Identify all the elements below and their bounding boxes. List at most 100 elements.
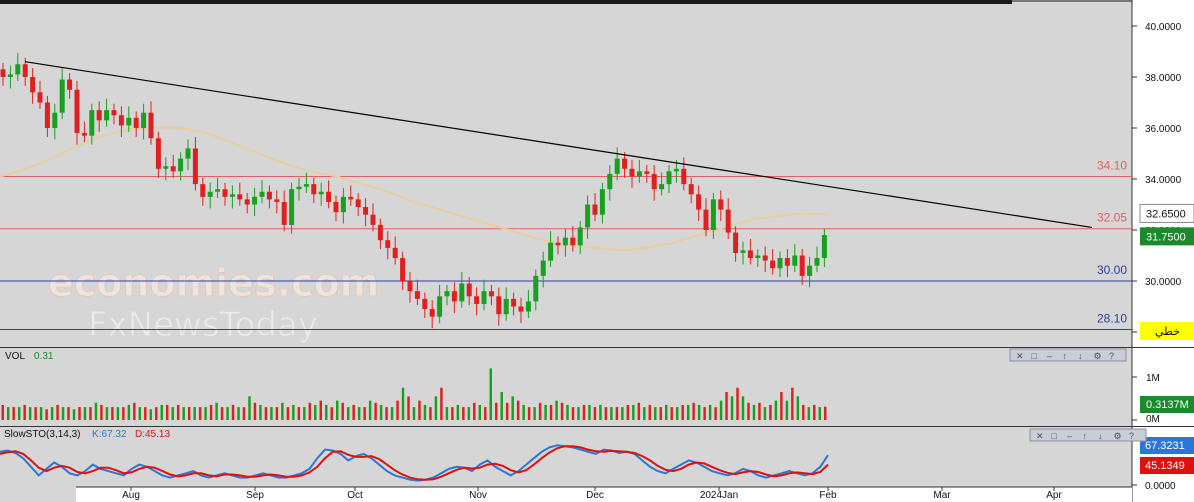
candle-body — [777, 258, 783, 269]
candle-body — [636, 171, 642, 177]
volume-bar — [127, 404, 131, 420]
volume-bar — [714, 407, 717, 420]
volume-bar — [703, 407, 706, 420]
stoch-label: SlowSTO(3,14,3) — [4, 429, 81, 440]
trendline[interactable] — [24, 61, 1093, 229]
close-icon[interactable]: ✕ — [1016, 351, 1024, 361]
volume-bar — [736, 387, 739, 420]
volume-bar — [538, 402, 542, 420]
candle-body — [451, 291, 457, 302]
volume-bar — [818, 407, 822, 420]
volume-bar — [325, 404, 328, 420]
candle-body — [252, 196, 258, 205]
volume-bar — [670, 407, 673, 420]
volume-bar — [708, 404, 712, 420]
minimize-icon[interactable]: – — [1067, 431, 1072, 441]
volume-bar — [61, 407, 65, 420]
volume-bar — [434, 396, 438, 420]
candle-body — [807, 265, 813, 276]
candle-body — [385, 240, 391, 248]
volume-panel-buttons[interactable]: ✕ □ – ↑ ↓ ⚙? — [1009, 348, 1127, 362]
volume-bar — [248, 396, 251, 420]
minimize-icon[interactable]: – — [1047, 351, 1052, 361]
arrow-down-icon[interactable]: ↓ — [1098, 431, 1103, 441]
candle-body — [659, 184, 665, 190]
help-icon[interactable]: ? — [1129, 431, 1134, 441]
candle-body — [770, 260, 776, 269]
help-icon[interactable]: ? — [1109, 351, 1114, 361]
volume-tag-box — [1140, 396, 1194, 413]
candle-body — [437, 296, 443, 317]
volume-bar — [226, 407, 229, 420]
arrow-up-icon[interactable]: ↑ — [1063, 351, 1068, 361]
volume-bar — [478, 404, 482, 420]
volume-bar — [314, 404, 317, 420]
candle-body — [799, 255, 805, 276]
candle-body — [59, 79, 65, 113]
candle-body — [622, 158, 628, 169]
volume-bar — [171, 407, 174, 420]
volume-bar — [275, 407, 279, 420]
time-tick-label: Sep — [246, 490, 264, 501]
maximize-icon[interactable]: □ — [1052, 431, 1058, 441]
stoch-panel-buttons[interactable]: ✕ □ – ↑ ↓ ⚙? — [1029, 428, 1147, 442]
settings-icon[interactable]: ⚙ — [1094, 351, 1102, 361]
volume-bar — [111, 407, 114, 420]
stoch-k-label: K:67.32 — [92, 429, 127, 440]
volume-bar — [780, 392, 783, 420]
candle-body — [718, 199, 724, 210]
volume-bar — [12, 407, 15, 420]
candle-body — [792, 255, 798, 266]
candle-body — [585, 204, 591, 228]
candle-body — [377, 224, 383, 241]
candle-body — [466, 283, 472, 297]
volume-bar — [423, 404, 427, 420]
volume-bar — [555, 400, 558, 420]
volume-bar — [193, 407, 196, 420]
price-tick-label: 36.0000 — [1145, 124, 1182, 135]
settings-icon[interactable]: ⚙ — [1114, 431, 1122, 441]
watermark-economies: economies.com — [48, 261, 379, 305]
volume-bar — [335, 400, 339, 420]
candle-body — [266, 191, 272, 200]
volume-bar — [533, 407, 536, 420]
volume-bar — [769, 404, 772, 420]
volume-bar — [675, 407, 679, 420]
candle-body — [496, 296, 502, 315]
arrow-up-icon[interactable]: ↑ — [1083, 431, 1088, 441]
candle-body — [673, 168, 679, 172]
candle-body — [407, 281, 413, 292]
candle-body — [126, 117, 132, 126]
volume-bar — [28, 407, 32, 420]
volume-bar — [440, 387, 443, 420]
arrow-down-icon[interactable]: ↓ — [1078, 351, 1083, 361]
volume-bar — [368, 400, 372, 420]
candle-body — [215, 189, 221, 192]
volume-bar — [654, 407, 657, 420]
horizontal-lines[interactable]: 34.10 32.05 30.00 28.10 — [0, 158, 1132, 330]
candle-body — [52, 112, 58, 128]
candle-body — [148, 112, 154, 139]
candle-body — [311, 184, 317, 195]
candle-body — [15, 64, 21, 75]
volume-bar — [643, 407, 646, 420]
maximize-icon[interactable]: □ — [1032, 351, 1038, 361]
volume-bar — [363, 407, 366, 420]
candle-body — [814, 258, 820, 266]
volume-bar — [549, 404, 553, 420]
candle-body — [414, 291, 420, 299]
volume-bar — [429, 407, 432, 420]
close-icon[interactable]: ✕ — [1036, 431, 1044, 441]
stoch-axis: 67.3231 45.1349 0.0000 — [1132, 437, 1194, 492]
candle-body — [696, 194, 702, 210]
stoch-d-tag-box — [1140, 457, 1194, 474]
top-bar — [0, 0, 1012, 4]
volume-bar — [741, 396, 745, 420]
volume-bar — [522, 404, 525, 420]
volume-bar — [396, 400, 399, 420]
volume-bar — [418, 400, 421, 420]
candle-body — [340, 196, 346, 213]
candle-body — [133, 117, 139, 128]
candle-body — [614, 158, 620, 174]
